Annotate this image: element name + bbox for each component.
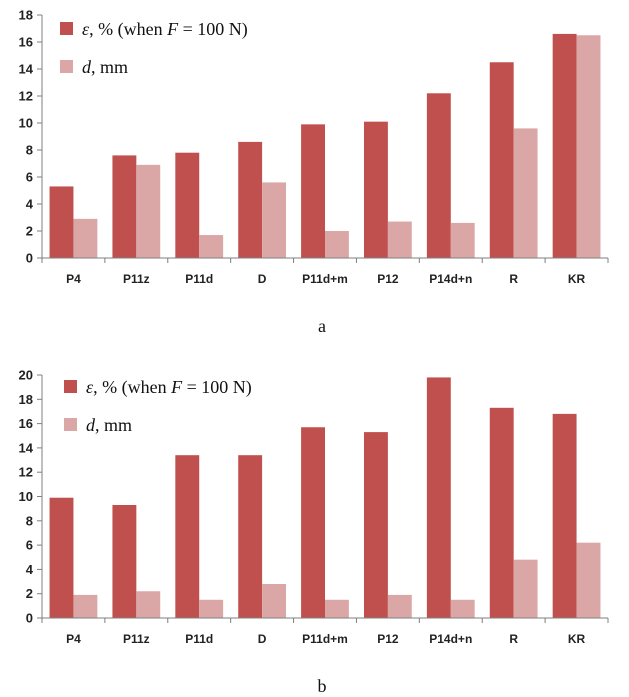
bar-d	[136, 164, 161, 258]
y-tick-label: 12	[19, 89, 33, 104]
y-tick-label: 0	[26, 251, 33, 266]
legend-label-epsilon: ε, % (when F = 100 N)	[86, 377, 252, 398]
y-tick-label: 18	[19, 392, 33, 407]
bar-d	[576, 542, 601, 618]
y-tick-label: 20	[19, 368, 33, 383]
legend-label-epsilon: ε, % (when F = 100 N)	[82, 19, 248, 40]
x-tick-label: P11z	[123, 272, 150, 286]
x-tick-label: P4	[66, 632, 81, 646]
y-tick-label: 14	[19, 62, 34, 77]
bar-d	[513, 128, 538, 258]
bar-epsilon	[426, 93, 451, 258]
legend-swatch-d	[60, 60, 73, 73]
y-tick-label: 0	[26, 611, 33, 626]
x-tick-label: P14d+n	[429, 632, 472, 646]
bar-epsilon	[363, 432, 388, 618]
x-tick-label: KR	[568, 632, 586, 646]
bar-d	[199, 599, 224, 618]
legend-label-d: d, mm	[82, 57, 128, 77]
bar-epsilon	[301, 124, 325, 258]
y-tick-label: 14	[19, 440, 34, 455]
legend-label-d: d, mm	[86, 415, 132, 435]
bar-d	[450, 222, 475, 258]
bar-epsilon	[238, 141, 263, 258]
x-tick-label: P4	[66, 272, 81, 286]
bar-epsilon	[552, 413, 577, 618]
bar-epsilon	[49, 497, 74, 618]
y-tick-label: 2	[26, 224, 33, 239]
x-tick-label: D	[258, 272, 267, 286]
bar-d	[73, 218, 98, 258]
bar-d	[387, 594, 412, 618]
bar-epsilon	[426, 377, 451, 618]
x-tick-label: P12	[377, 632, 399, 646]
x-tick-label: P11d+m	[302, 272, 348, 286]
chart-panel-b: 0 2 4 6 8 10 12 14 16 18 20 P4 P11z P11d D P11d+m P12 P14…	[19, 368, 609, 646]
bar-epsilon	[112, 155, 137, 258]
bar-epsilon	[489, 407, 514, 618]
bar-epsilon	[489, 62, 514, 258]
bar-d	[450, 599, 475, 618]
bar-d	[325, 599, 349, 618]
x-tick-label: P12	[377, 272, 399, 286]
x-tick-label: P11d	[185, 272, 213, 286]
chart-panel-a: 0 2 4 6 8 10 12 14 16 18 P4 P11z P11d D P11d+m P12 P14d+…	[19, 8, 609, 286]
bar-d	[325, 231, 349, 258]
x-tick-label: D	[258, 632, 267, 646]
bar-d	[387, 221, 412, 258]
panel-label-b: b	[318, 676, 327, 696]
x-tick-label: R	[509, 272, 518, 286]
y-tick-label: 12	[19, 465, 33, 480]
bar-epsilon	[112, 505, 137, 618]
bar-d	[576, 35, 601, 258]
y-tick-label: 4	[26, 562, 34, 577]
x-tick-label: R	[509, 632, 518, 646]
bar-d	[136, 591, 161, 618]
bar-d	[262, 182, 287, 258]
y-tick-label: 18	[19, 8, 33, 23]
y-tick-label: 8	[26, 143, 33, 158]
y-tick-label: 4	[26, 197, 34, 212]
legend-swatch-epsilon	[60, 22, 73, 35]
bar-epsilon	[175, 455, 200, 618]
bar-d	[262, 583, 287, 618]
bar-epsilon	[301, 427, 325, 618]
y-tick-label: 10	[19, 116, 33, 131]
bar-epsilon	[552, 33, 577, 259]
bar-epsilon	[363, 121, 388, 259]
y-tick-label: 10	[19, 489, 33, 504]
x-tick-label: P11z	[123, 632, 150, 646]
x-tick-label: P11d+m	[302, 632, 348, 646]
x-tick-label: P11d	[185, 632, 213, 646]
x-tick-label: P14d+n	[429, 272, 472, 286]
bar-d	[73, 594, 98, 618]
bar-d	[513, 559, 538, 618]
y-tick-label: 16	[19, 416, 33, 431]
y-tick-label: 2	[26, 586, 33, 601]
legend-swatch-d	[64, 418, 77, 431]
bar-epsilon	[49, 186, 74, 258]
y-tick-label: 6	[26, 170, 33, 185]
panel-label-a: a	[318, 316, 326, 336]
x-tick-label: KR	[568, 272, 586, 286]
bar-epsilon	[175, 152, 200, 258]
y-tick-label: 6	[26, 538, 33, 553]
legend-swatch-epsilon	[64, 380, 77, 393]
y-tick-label: 8	[26, 513, 33, 528]
y-tick-label: 16	[19, 35, 33, 50]
bar-d	[199, 235, 224, 258]
bar-epsilon	[238, 455, 263, 618]
